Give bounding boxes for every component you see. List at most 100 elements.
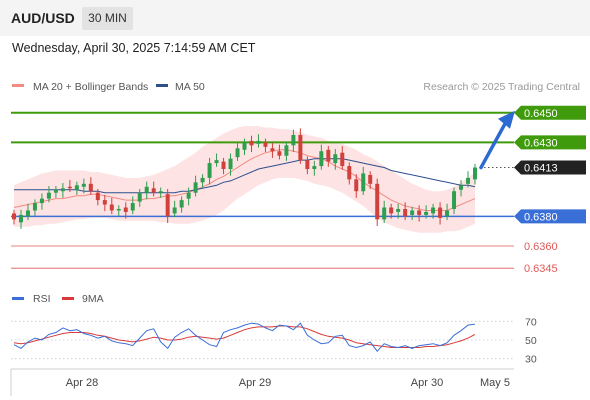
candle-body <box>249 140 254 146</box>
bollinger-band <box>14 126 475 233</box>
level-price-label: 0.6413 <box>524 163 558 175</box>
candle-body <box>116 208 121 211</box>
header-bar: AUD/USD 30 MIN <box>0 0 590 36</box>
candle-body <box>151 188 156 193</box>
candle-body <box>81 183 86 187</box>
level-price-label: 0.6360 <box>524 241 558 253</box>
candle-body <box>256 140 261 144</box>
projection-arrow-head <box>498 110 515 129</box>
candle-body <box>158 191 163 193</box>
rsi-tick-label: 70 <box>525 316 537 328</box>
candle-body <box>459 185 464 190</box>
candle-body <box>340 152 345 167</box>
candle-body <box>172 207 177 214</box>
candle-body <box>25 210 30 217</box>
candle-body <box>186 192 191 199</box>
candle-body <box>466 177 471 184</box>
candle-body <box>452 191 457 209</box>
candle-body <box>53 189 58 193</box>
timeframe-button[interactable]: 30 MIN <box>82 7 133 30</box>
candle-body <box>123 207 128 212</box>
candle-body <box>445 210 450 217</box>
symbol-label: AUD/USD <box>11 10 75 26</box>
candle-body <box>179 200 184 208</box>
rsi-ma-line <box>13 325 476 348</box>
level-label-tag <box>514 135 586 150</box>
level-price-label: 0.6430 <box>524 137 558 149</box>
candle-body <box>207 163 212 178</box>
candle-body <box>361 173 366 192</box>
level-price-label: 0.6345 <box>524 263 558 275</box>
candle-body <box>305 160 310 170</box>
rsi-ma-legend-swatch <box>62 297 74 300</box>
candle-body <box>326 149 331 162</box>
candle-body <box>18 214 23 223</box>
candle-body <box>473 167 477 180</box>
candle-body <box>424 211 429 215</box>
candle-body <box>389 207 394 214</box>
level-label-tag <box>514 209 586 224</box>
ma50-legend-swatch <box>156 84 168 87</box>
candle-body <box>396 208 401 212</box>
candle-body <box>130 203 135 211</box>
candle-body <box>417 210 422 215</box>
candle-body <box>144 186 149 193</box>
x-tick-label: Apr 28 <box>66 377 98 389</box>
candle-body <box>312 166 317 170</box>
candle-body <box>102 200 107 205</box>
candle-body <box>221 161 226 170</box>
candle-body <box>228 158 233 170</box>
candle-body <box>12 213 16 220</box>
candle-body <box>263 142 268 147</box>
candle-body <box>88 183 93 192</box>
rsi-legend-swatch <box>12 297 24 300</box>
candle-body <box>382 207 387 220</box>
candle-body <box>347 166 352 180</box>
candle-body <box>74 185 79 190</box>
rsi-line <box>13 322 476 352</box>
rsi-legend-label: RSI <box>33 293 51 305</box>
research-credit: Research © 2025 Trading Central <box>423 81 580 93</box>
candle-body <box>46 192 51 199</box>
candle-body <box>200 177 205 183</box>
ma20-legend-label: MA 20 + Bollinger Bands <box>33 81 148 93</box>
candle-body <box>165 194 170 217</box>
rsi-tick-label: 50 <box>525 335 537 347</box>
datetime-label: Wednesday, April 30, 2025 7:14:59 AM CET <box>12 41 256 55</box>
candle-body <box>242 142 247 150</box>
candle-body <box>39 198 44 204</box>
candle-body <box>214 160 219 164</box>
level-label-tag <box>514 160 586 175</box>
candle-body <box>410 210 415 215</box>
candle-body <box>277 151 282 156</box>
level-label-tag <box>514 105 586 120</box>
x-tick-label: May 5 <box>480 377 510 389</box>
candle-body <box>32 203 37 211</box>
candle-body <box>137 192 142 202</box>
candle-body <box>67 186 72 189</box>
rsi-ma-legend-label: 9MA <box>82 293 104 305</box>
candle-body <box>319 151 324 167</box>
ma50-legend-label: MA 50 <box>175 81 205 93</box>
candle-body <box>403 208 408 217</box>
candle-body <box>270 148 275 152</box>
candle-body <box>60 188 65 192</box>
rsi-tick-label: 30 <box>525 354 537 366</box>
candle-body <box>193 182 198 193</box>
candle-body <box>291 134 296 146</box>
level-price-label: 0.6450 <box>524 108 558 120</box>
candle-body <box>431 207 436 214</box>
candle-body <box>375 183 380 220</box>
level-price-label: 0.6380 <box>524 211 558 223</box>
candle-body <box>298 134 303 161</box>
candle-body <box>95 192 100 201</box>
candle-body <box>368 174 373 184</box>
candle-body <box>235 148 240 158</box>
candle-body <box>438 207 443 218</box>
candle-body <box>333 154 338 164</box>
candle-body <box>354 179 359 192</box>
x-tick-label: Apr 29 <box>239 377 271 389</box>
candle-body <box>109 204 114 211</box>
